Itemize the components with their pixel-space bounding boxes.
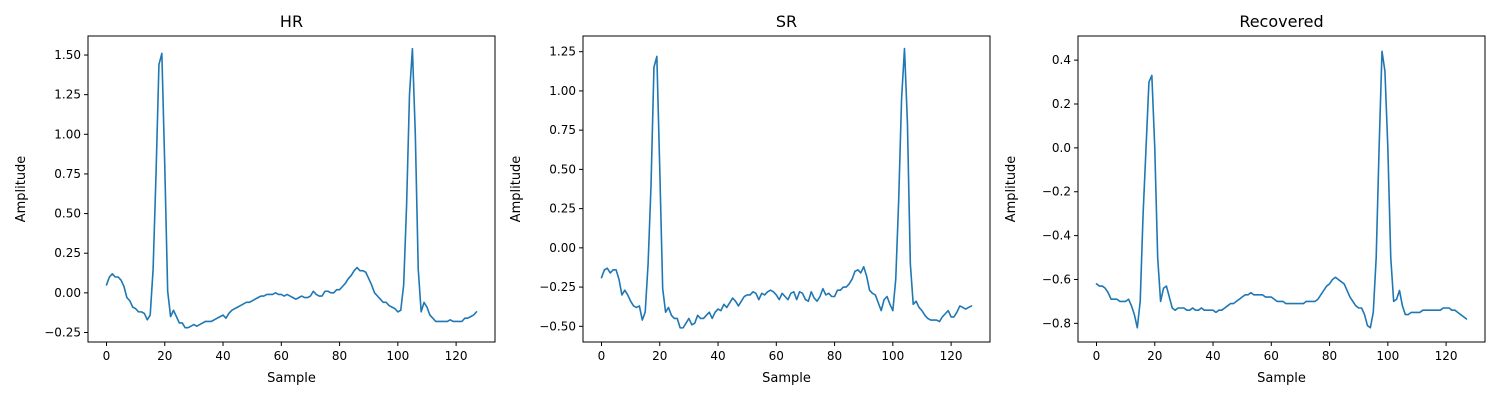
- x-tick-label: 120: [940, 349, 963, 363]
- x-tick-label: 40: [215, 349, 230, 363]
- y-axis-label: Amplitude: [14, 156, 29, 223]
- x-tick-label: 40: [710, 349, 725, 363]
- y-tick-label: 1.25: [54, 88, 81, 102]
- y-tick-label: −0.25: [539, 280, 576, 294]
- y-tick-label: 0.50: [54, 207, 81, 221]
- chart-panel-hr: 0 20 40 60 80 100 120 −0.25 0.00 0.25 0.50 0.75 1.00…: [14, 12, 496, 386]
- chart-panel-sr: 0 20 40 60 80 100 120 −0.50 −0.25 0.00 0.25 0.50 0.7…: [509, 12, 991, 386]
- x-axis-label: Sample: [1257, 371, 1306, 386]
- x-tick-label: 100: [881, 349, 904, 363]
- x-tick-label: 100: [386, 349, 409, 363]
- x-axis-label: Sample: [267, 371, 316, 386]
- axes-frame: [87, 35, 496, 343]
- x-tick-label: 80: [1322, 349, 1337, 363]
- y-tick-label: 1.50: [54, 48, 81, 62]
- y-tick-label: −0.2: [1042, 185, 1071, 199]
- series-line-0: [600, 47, 973, 329]
- x-tick-label: 20: [1147, 349, 1162, 363]
- y-tick-label: 0.4: [1052, 53, 1071, 67]
- x-tick-label: 120: [1435, 349, 1458, 363]
- y-tick-label: 0.25: [549, 202, 576, 216]
- x-tick-label: 20: [652, 349, 667, 363]
- chart-panel-recovered: 0 20 40 60 80 100 120 −0.8 −0.6 −0.4 −0.2 0.0 0.2 0.4…: [1004, 12, 1486, 386]
- x-axis-label: Sample: [762, 371, 811, 386]
- series-line-0: [105, 47, 478, 329]
- y-tick-label: 0.75: [549, 123, 576, 137]
- y-tick-label: 0.25: [54, 246, 81, 260]
- chart-title: HR: [280, 12, 303, 31]
- y-tick-label: −0.4: [1042, 229, 1071, 243]
- x-tick-label: 120: [445, 349, 468, 363]
- x-tick-label: 20: [157, 349, 172, 363]
- y-tick-label: 0.00: [549, 241, 576, 255]
- x-tick-label: 60: [274, 349, 289, 363]
- x-tick-label: 60: [769, 349, 784, 363]
- y-tick-label: 0.50: [549, 162, 576, 176]
- y-tick-label: 0.0: [1052, 141, 1071, 155]
- y-tick-label: 1.25: [549, 45, 576, 59]
- y-tick-label: 0.2: [1052, 97, 1071, 111]
- y-axis-label: Amplitude: [509, 156, 524, 223]
- y-tick-label: 0.00: [54, 286, 81, 300]
- y-tick-label: 1.00: [54, 127, 81, 141]
- x-tick-label: 40: [1205, 349, 1220, 363]
- y-tick-label: 1.00: [549, 84, 576, 98]
- x-tick-label: 0: [103, 349, 111, 363]
- x-tick-label: 80: [332, 349, 347, 363]
- series-line-0: [1095, 50, 1468, 329]
- chart-title: SR: [776, 12, 797, 31]
- chart-title: Recovered: [1239, 12, 1323, 31]
- y-tick-label: −0.6: [1042, 272, 1071, 286]
- y-tick-label: 0.75: [54, 167, 81, 181]
- x-tick-label: 80: [827, 349, 842, 363]
- y-tick-label: −0.8: [1042, 316, 1071, 330]
- axes-frame: [1077, 35, 1486, 343]
- axes-frame: [582, 35, 991, 343]
- y-axis-label: Amplitude: [1004, 156, 1019, 223]
- x-tick-label: 100: [1376, 349, 1399, 363]
- y-tick-label: −0.50: [539, 319, 576, 333]
- y-tick-label: −0.25: [44, 325, 81, 339]
- x-tick-label: 60: [1264, 349, 1279, 363]
- x-tick-label: 0: [1093, 349, 1101, 363]
- x-tick-label: 0: [598, 349, 606, 363]
